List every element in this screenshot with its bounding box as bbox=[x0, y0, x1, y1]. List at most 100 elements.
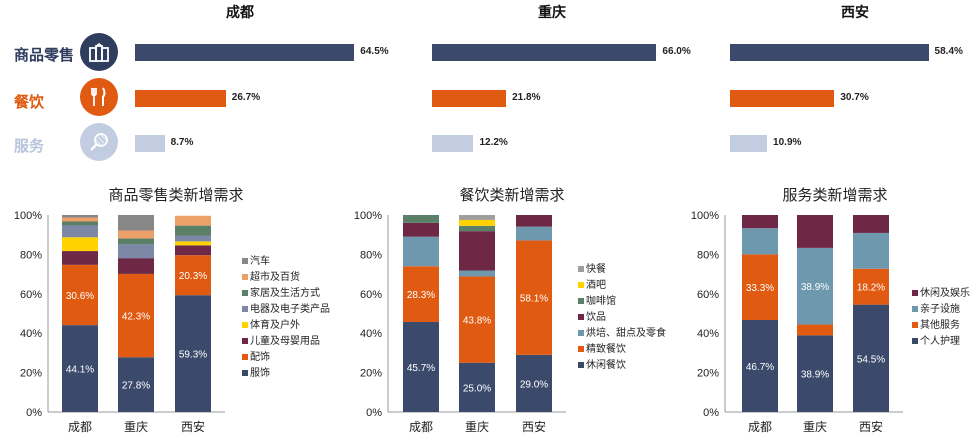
share-bar bbox=[135, 44, 355, 61]
category-label-retail: 商品零售 bbox=[14, 47, 75, 64]
stack-segment bbox=[516, 226, 552, 241]
legend-swatch bbox=[912, 306, 918, 312]
share-bar-value: 12.2% bbox=[479, 137, 508, 148]
y-tick-label: 100% bbox=[691, 210, 719, 222]
legend-label: 配饰 bbox=[250, 350, 270, 363]
stack-segment bbox=[516, 215, 552, 227]
segment-value-label: 54.5% bbox=[857, 354, 885, 365]
stack-segment bbox=[742, 215, 778, 229]
stack-segment bbox=[742, 320, 778, 412]
stack-segment bbox=[62, 264, 98, 326]
legend-label: 亲子设施 bbox=[920, 302, 960, 315]
stack-segment bbox=[459, 231, 495, 271]
shopping-bags-icon bbox=[80, 33, 118, 71]
segment-value-label: 30.6% bbox=[66, 291, 94, 302]
legend-swatch bbox=[242, 322, 248, 328]
legend-swatch bbox=[578, 346, 584, 352]
city-header-chongqing: 重庆 bbox=[538, 4, 566, 20]
legend-swatch bbox=[578, 362, 584, 368]
legend-label: 休闲餐饮 bbox=[586, 358, 626, 371]
share-bar-value: 58.4% bbox=[934, 46, 963, 57]
x-category-label: 成都 bbox=[748, 420, 772, 434]
stack-segment bbox=[459, 362, 495, 412]
share-bar-value: 64.5% bbox=[360, 46, 389, 57]
x-category-label: 重庆 bbox=[124, 420, 148, 434]
legend-swatch bbox=[242, 290, 248, 296]
legend-label: 汽车 bbox=[250, 254, 270, 267]
stack-segment bbox=[459, 225, 495, 232]
tennis-racket-icon bbox=[80, 123, 118, 161]
stack-segment bbox=[403, 321, 439, 412]
y-tick-label: 80% bbox=[360, 249, 382, 261]
stack-segment bbox=[175, 225, 211, 236]
stack-segment bbox=[516, 354, 552, 412]
stack-segment bbox=[853, 304, 889, 412]
share-bar bbox=[730, 90, 835, 107]
legend-swatch bbox=[242, 354, 248, 360]
stack-segment bbox=[175, 235, 211, 242]
stack-segment bbox=[403, 222, 439, 237]
y-tick-label: 20% bbox=[697, 368, 719, 380]
legend-label: 咖啡馆 bbox=[586, 294, 616, 307]
y-tick-label: 40% bbox=[20, 328, 42, 340]
stack-segment bbox=[403, 236, 439, 267]
x-category-label: 西安 bbox=[181, 419, 205, 434]
city-header-chengdu: 成都 bbox=[226, 4, 254, 20]
stack-segment bbox=[118, 273, 154, 358]
legend-label: 烘培、甜点及零食 bbox=[586, 326, 666, 339]
x-category-label: 西安 bbox=[859, 419, 883, 434]
legend-swatch bbox=[912, 290, 918, 296]
y-tick-label: 0% bbox=[703, 407, 719, 419]
legend-label: 快餐 bbox=[586, 262, 606, 275]
stack-segment bbox=[175, 255, 211, 296]
stack-segment bbox=[118, 357, 154, 412]
legend-label: 超市及百货 bbox=[250, 270, 300, 283]
stack-segment bbox=[403, 266, 439, 322]
category-label-food: 餐饮 bbox=[14, 94, 45, 111]
stack-segment bbox=[62, 215, 98, 218]
x-category-label: 重庆 bbox=[465, 420, 489, 434]
share-bar-value: 10.9% bbox=[773, 137, 802, 148]
legend-label: 家居及生活方式 bbox=[250, 286, 320, 299]
share-bar-value: 21.8% bbox=[512, 92, 541, 103]
legend-label: 饮品 bbox=[586, 310, 606, 323]
stack-segment bbox=[853, 268, 889, 305]
y-tick-label: 0% bbox=[26, 407, 42, 419]
stack-segment bbox=[118, 258, 154, 274]
legend-label: 体育及户外 bbox=[250, 318, 300, 331]
legend-swatch bbox=[242, 370, 248, 376]
legend-swatch bbox=[242, 258, 248, 264]
segment-value-label: 27.8% bbox=[122, 381, 150, 392]
y-tick-label: 40% bbox=[697, 328, 719, 340]
stack-segment bbox=[797, 247, 833, 325]
share-bar bbox=[730, 44, 929, 61]
food-chart-title: 餐饮类新增需求 bbox=[459, 187, 565, 204]
legend-label: 个人护理 bbox=[920, 334, 960, 347]
share-bar-value: 26.7% bbox=[231, 92, 261, 103]
legend-swatch bbox=[578, 298, 584, 304]
stack-segment bbox=[62, 217, 98, 222]
fork-knife-icon bbox=[80, 78, 118, 116]
legend-label: 儿童及母婴用品 bbox=[250, 334, 320, 347]
legend-swatch bbox=[912, 338, 918, 344]
legend-swatch bbox=[242, 338, 248, 344]
stack-segment bbox=[118, 230, 154, 239]
y-tick-label: 60% bbox=[360, 289, 382, 301]
stack-segment bbox=[175, 241, 211, 246]
stack-segment bbox=[459, 219, 495, 226]
segment-value-label: 44.1% bbox=[66, 365, 94, 376]
y-tick-label: 60% bbox=[20, 289, 42, 301]
stack-segment bbox=[516, 240, 552, 355]
x-category-label: 成都 bbox=[68, 420, 92, 434]
segment-value-label: 45.7% bbox=[407, 363, 435, 374]
y-tick-label: 60% bbox=[697, 289, 719, 301]
stack-segment bbox=[742, 228, 778, 255]
segment-value-label: 33.3% bbox=[746, 283, 774, 294]
segment-value-label: 59.3% bbox=[179, 350, 207, 361]
y-tick-label: 100% bbox=[354, 210, 382, 222]
stack-segment bbox=[175, 245, 211, 256]
legend-label: 电器及电子类产品 bbox=[250, 302, 330, 315]
legend-swatch bbox=[912, 322, 918, 328]
stack-segment bbox=[459, 215, 495, 220]
service-chart-title: 服务类新增需求 bbox=[782, 187, 888, 204]
